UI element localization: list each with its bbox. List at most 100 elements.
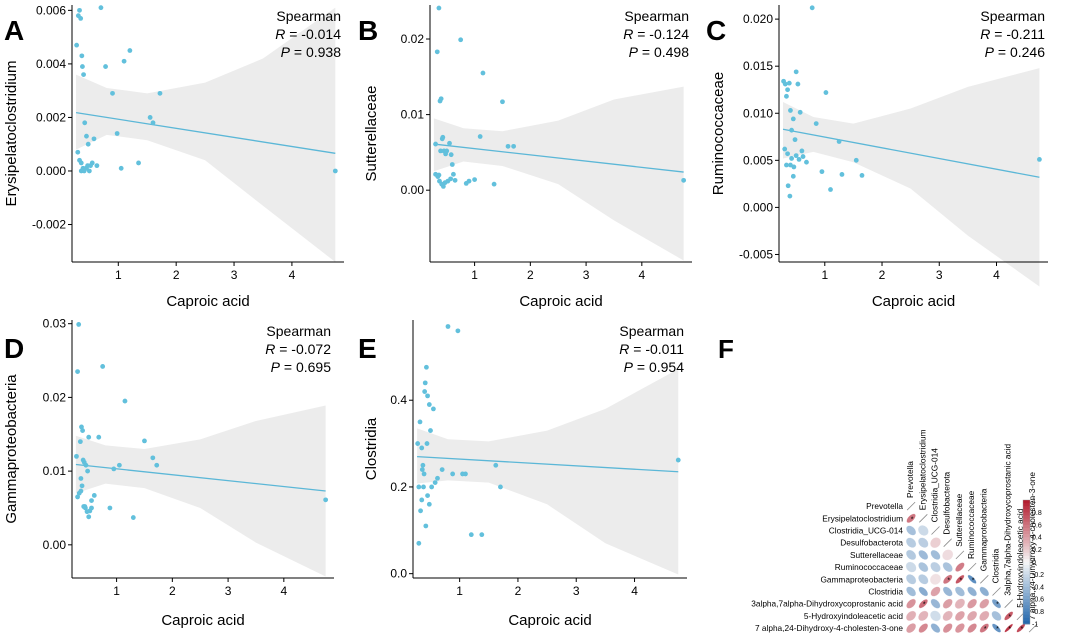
y-axis-title: Clostridia xyxy=(363,417,380,480)
data-point xyxy=(828,187,833,192)
row-label: Clostridia xyxy=(868,587,903,597)
panel-label: F xyxy=(718,334,734,364)
data-point xyxy=(122,398,128,404)
data-point xyxy=(793,153,799,159)
x-tick-label: 2 xyxy=(173,268,180,282)
diagonal-mark xyxy=(955,550,965,560)
colorbar-segment xyxy=(1023,583,1030,588)
stat-p: P = 0.954 xyxy=(624,359,685,375)
colorbar-segment xyxy=(1023,518,1030,523)
data-point xyxy=(444,148,450,154)
data-point xyxy=(493,462,499,468)
correlation-cell xyxy=(954,586,965,597)
significance-mark: * xyxy=(923,602,926,609)
y-tick-label: 0.020 xyxy=(743,12,773,26)
data-point xyxy=(797,109,803,115)
column-label: 7 alpha,24-Dihydroxy-4-cholesten-3-one xyxy=(1027,472,1037,620)
colorbar-segment xyxy=(1023,500,1030,504)
data-point xyxy=(416,484,422,490)
colorbar-tick-label: -0.8 xyxy=(1032,609,1044,616)
colorbar-segment xyxy=(1023,546,1030,550)
regression-line xyxy=(433,143,684,173)
data-point xyxy=(675,457,681,463)
data-point xyxy=(79,53,85,59)
correlation-cell xyxy=(967,598,978,609)
data-point xyxy=(154,462,160,468)
column-label: Clostridia xyxy=(991,548,1001,583)
y-tick-label: 0.015 xyxy=(743,59,773,73)
data-point xyxy=(477,134,483,139)
colorbar-segment xyxy=(1023,549,1030,554)
data-point xyxy=(785,183,791,189)
x-axis-title: Caproic acid xyxy=(519,293,602,310)
significance-mark: * xyxy=(960,577,963,584)
data-point xyxy=(450,471,456,477)
colorbar-segment xyxy=(1023,509,1030,513)
significance-mark: * xyxy=(1008,614,1011,621)
data-point xyxy=(790,173,796,179)
data-point xyxy=(1037,156,1042,162)
x-tick-label: 4 xyxy=(289,268,296,282)
correlation-cell xyxy=(930,549,941,560)
data-point xyxy=(432,480,438,486)
data-point xyxy=(479,532,485,538)
correlation-cell xyxy=(979,586,990,597)
data-point xyxy=(795,81,801,87)
data-point xyxy=(79,424,84,430)
correlation-cell xyxy=(930,610,941,622)
correlation-cell xyxy=(979,610,990,622)
y-tick-label: 0.01 xyxy=(401,108,425,122)
y-tick-label: 0.006 xyxy=(36,3,66,17)
data-point xyxy=(800,154,806,159)
colorbar-tick-label: 0.2 xyxy=(1032,547,1042,554)
data-point xyxy=(85,141,91,147)
row-label: Sutterellaceae xyxy=(850,550,903,560)
colorbar-segment xyxy=(1023,540,1030,544)
data-point xyxy=(91,493,97,498)
x-tick-label: 3 xyxy=(225,584,232,598)
data-point xyxy=(505,143,511,149)
data-point xyxy=(440,184,446,189)
data-point xyxy=(434,49,440,55)
stat-method: Spearman xyxy=(624,8,689,24)
correlation-cell xyxy=(942,549,954,561)
colorbar-segment xyxy=(1023,543,1030,547)
colorbar-segment xyxy=(1023,593,1030,597)
data-point xyxy=(78,168,84,174)
data-point xyxy=(836,139,842,144)
data-point xyxy=(793,69,799,75)
data-point xyxy=(418,508,423,514)
colorbar-segment xyxy=(1023,527,1030,532)
data-point xyxy=(82,120,88,126)
data-point xyxy=(438,96,444,102)
row-label: 7 alpha,24-Dihydroxy-4-cholesten-3-one xyxy=(755,623,903,633)
data-point xyxy=(449,162,455,167)
correlation-cell xyxy=(955,574,965,584)
data-point xyxy=(417,419,423,425)
data-point xyxy=(498,484,503,490)
data-point xyxy=(157,90,163,96)
data-point xyxy=(809,5,815,11)
correlation-cell xyxy=(967,574,977,584)
correlation-cell xyxy=(954,623,965,634)
correlation-cell xyxy=(955,562,965,572)
panel-b: 1 2 3 4 0.00 0.01 0.02 Caproic acid Sutterellace… xyxy=(358,5,692,310)
data-point xyxy=(136,160,141,166)
data-point xyxy=(150,455,156,461)
row-label: 3alpha,7alpha-Dihydroxycoprostanic acid xyxy=(751,599,903,609)
panel-a: 1 2 3 4 -0.002 0.000 0.002 0.004 0.006 Caproic ac… xyxy=(3,3,344,310)
y-tick-label: 0.010 xyxy=(743,106,773,120)
stat-p: P = 0.695 xyxy=(271,359,332,375)
data-point xyxy=(420,462,426,468)
y-tick-label: 0.4 xyxy=(390,393,407,407)
correlation-cell xyxy=(943,574,953,584)
colorbar-tick-label: 0.4 xyxy=(1032,535,1042,542)
colorbar-segment xyxy=(1023,608,1030,612)
x-axis-title: Caproic acid xyxy=(166,293,249,310)
colorbar-segment xyxy=(1023,574,1030,578)
panel-label: A xyxy=(4,15,24,46)
data-point xyxy=(107,505,113,511)
x-axis-title: Caproic acid xyxy=(872,293,955,310)
data-point xyxy=(511,143,517,149)
colorbar-segment xyxy=(1023,531,1030,535)
